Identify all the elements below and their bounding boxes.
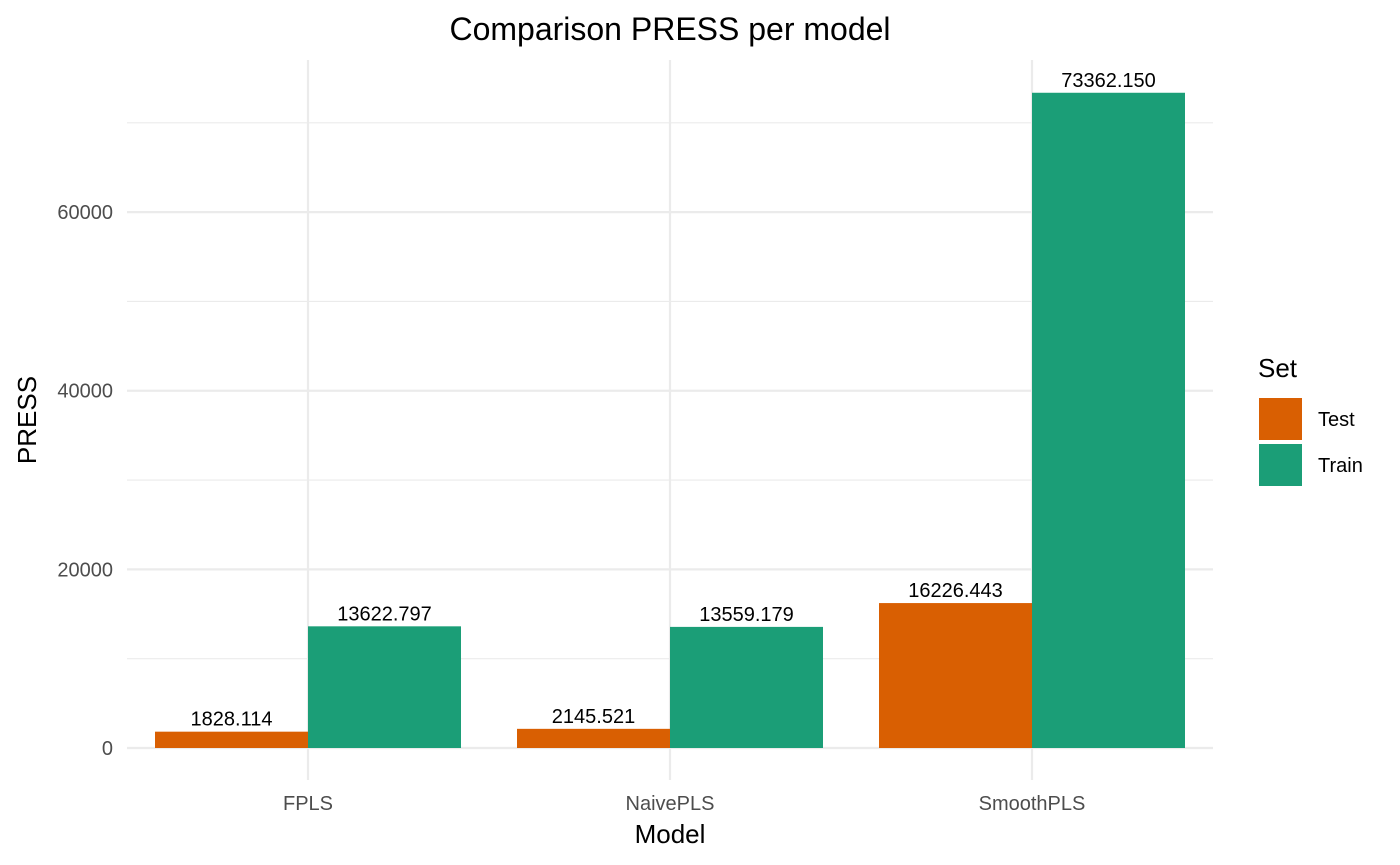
x-axis-title: Model (635, 819, 706, 849)
bar-train-naivepls (670, 626, 823, 748)
axis-ticks: 0 20000 40000 60000 FPLS NaivePLS SmoothPLS (57, 202, 1085, 815)
legend-title: Set (1258, 353, 1298, 383)
x-tick-label: FPLS (283, 793, 333, 815)
bar-test-fpls (155, 731, 308, 748)
data-label-train-naivepls: 13559.179 (699, 604, 794, 626)
legend-key-test (1259, 398, 1302, 440)
bar-test-smoothpls (879, 603, 1032, 748)
data-label-train-fpls: 13622.797 (337, 603, 432, 625)
x-tick-label: SmoothPLS (979, 793, 1086, 815)
chart-title: Comparison PRESS per model (449, 11, 890, 47)
y-tick-label: 0 (102, 738, 113, 760)
data-labels: 1828.114 13622.797 2145.521 13559.179 16226.… (191, 70, 1156, 731)
legend: Set Test Train (1258, 353, 1363, 486)
legend-label-test: Test (1318, 409, 1355, 431)
bar-train-smoothpls (1032, 92, 1185, 749)
data-label-test-naivepls: 2145.521 (552, 706, 635, 728)
legend-key-train (1259, 444, 1302, 486)
bar-test-naivepls (517, 728, 670, 748)
y-tick-label: 40000 (57, 381, 113, 403)
x-tick-label: NaivePLS (626, 793, 715, 815)
data-label-train-smoothpls: 73362.150 (1061, 70, 1156, 92)
bars (155, 92, 1185, 749)
legend-label-train: Train (1318, 455, 1363, 477)
y-axis-title: PRESS (12, 376, 42, 464)
data-label-test-smoothpls: 16226.443 (908, 580, 1003, 602)
y-tick-label: 60000 (57, 202, 113, 224)
bar-train-fpls (308, 626, 461, 748)
y-tick-label: 20000 (57, 559, 113, 581)
data-label-test-fpls: 1828.114 (191, 709, 273, 731)
